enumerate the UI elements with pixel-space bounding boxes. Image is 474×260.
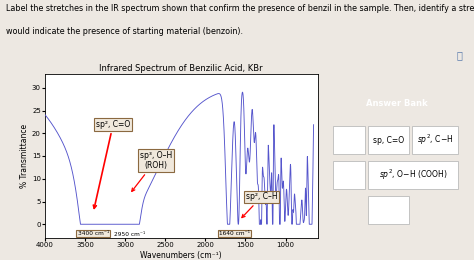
Text: Answer Bank: Answer Bank xyxy=(366,99,428,108)
Text: Label the stretches in the IR spectrum shown that confirm the presence of benzil: Label the stretches in the IR spectrum s… xyxy=(6,4,474,13)
Text: ⓘ: ⓘ xyxy=(456,50,462,60)
Text: 2950 cm⁻¹: 2950 cm⁻¹ xyxy=(114,232,145,237)
FancyBboxPatch shape xyxy=(368,196,409,224)
Text: 3400 cm⁻¹: 3400 cm⁻¹ xyxy=(78,231,109,236)
Text: sp², C–H: sp², C–H xyxy=(242,192,277,218)
FancyBboxPatch shape xyxy=(333,161,365,189)
Title: Infrared Spectrum of Benzilic Acid, KBr: Infrared Spectrum of Benzilic Acid, KBr xyxy=(100,64,263,73)
FancyBboxPatch shape xyxy=(412,126,458,154)
X-axis label: Wavenumbers (cm⁻¹): Wavenumbers (cm⁻¹) xyxy=(140,251,222,260)
Text: $sp^2$, C$-$H: $sp^2$, C$-$H xyxy=(417,133,453,147)
FancyBboxPatch shape xyxy=(333,126,365,154)
Text: sp³, O–H
(ROH): sp³, O–H (ROH) xyxy=(132,151,172,191)
Text: sp, C=O: sp, C=O xyxy=(373,136,404,145)
Text: $sp^2$, O$-$H (COOH): $sp^2$, O$-$H (COOH) xyxy=(379,168,447,182)
Y-axis label: % Transmittance: % Transmittance xyxy=(20,124,29,188)
Text: would indicate the presence of starting material (benzoin).: would indicate the presence of starting … xyxy=(6,27,243,36)
FancyBboxPatch shape xyxy=(368,161,458,189)
FancyBboxPatch shape xyxy=(368,126,409,154)
Text: sp², C=O: sp², C=O xyxy=(93,120,130,208)
Text: 1640 cm⁻¹: 1640 cm⁻¹ xyxy=(219,231,250,236)
